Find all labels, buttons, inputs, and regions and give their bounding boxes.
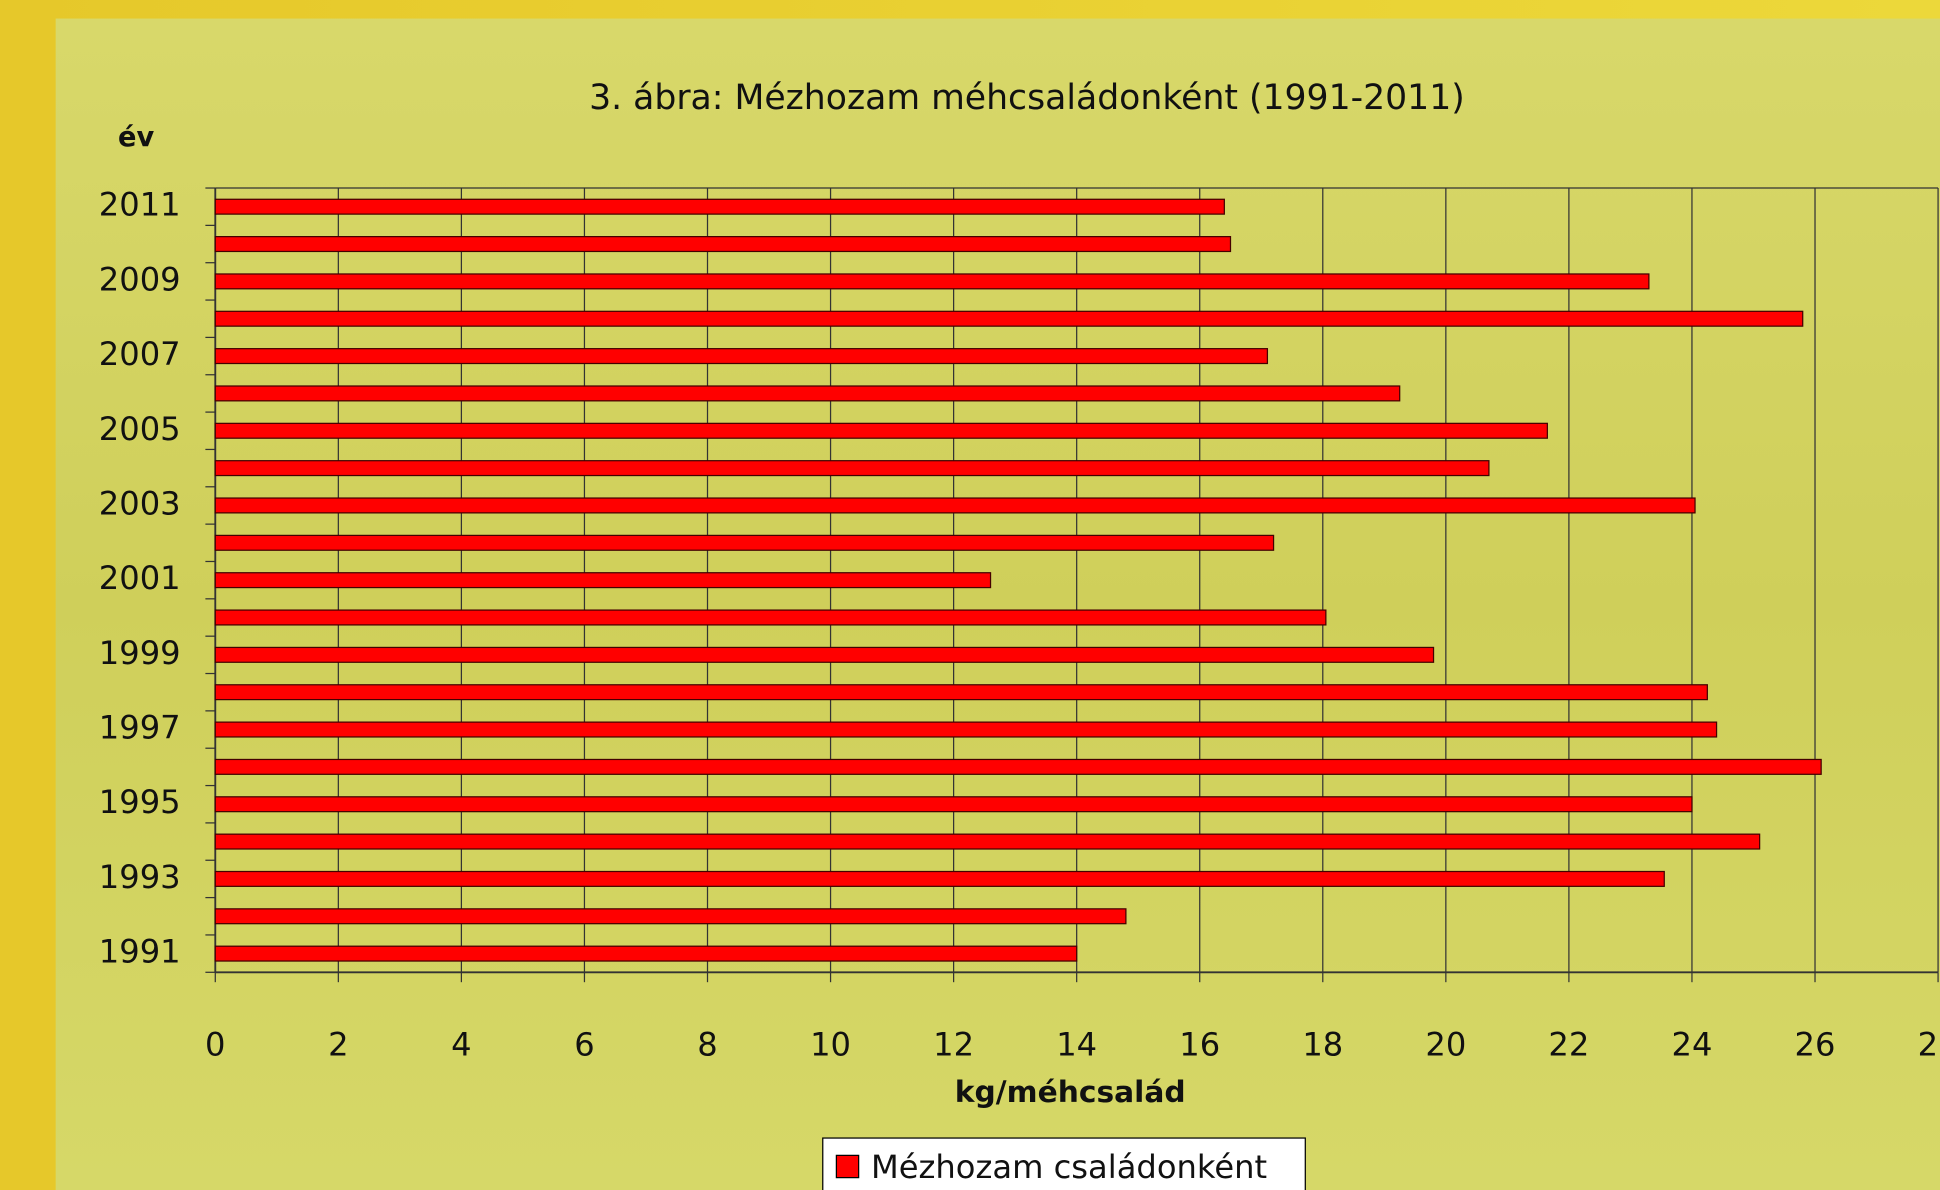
x-tick-label: 22 [1548, 1026, 1589, 1064]
chart-title: 3. ábra: Mézhozam méhcsaládonként (1991-… [589, 78, 1465, 118]
bar [215, 274, 1649, 289]
bar [215, 610, 1326, 625]
bar [215, 461, 1489, 476]
legend-label: Mézhozam családonként [871, 1148, 1267, 1186]
x-tick-label: 24 [1671, 1026, 1712, 1064]
bar [215, 909, 1126, 924]
y-tick-label: 1999 [99, 634, 181, 672]
y-tick-label: 2001 [99, 559, 181, 597]
chart: 3. ábra: Mézhozam méhcsaládonként (1991-… [0, 0, 1940, 1190]
bar [215, 647, 1433, 662]
x-tick-label: 18 [1302, 1026, 1343, 1064]
x-tick-label: 6 [574, 1026, 594, 1064]
bar [215, 722, 1716, 737]
bar [215, 872, 1664, 887]
bar [215, 946, 1076, 961]
x-tick-label: 4 [451, 1026, 471, 1064]
bar [215, 573, 990, 588]
bar [215, 498, 1695, 513]
bar [215, 199, 1224, 214]
bar [215, 237, 1230, 252]
y-tick-label: 1997 [99, 709, 181, 747]
y-tick-label: 1993 [99, 858, 181, 896]
y-tick-label: 1991 [99, 933, 181, 971]
x-tick-label: 28 [1918, 1026, 1940, 1064]
bar [215, 423, 1547, 438]
y-tick-label: 1995 [99, 783, 181, 821]
bar [215, 535, 1273, 550]
x-tick-label: 14 [1056, 1026, 1097, 1064]
x-tick-label: 8 [697, 1026, 717, 1064]
y-tick-label: 2003 [99, 484, 181, 522]
y-axis-label: év [118, 122, 154, 153]
y-tick-label: 2011 [99, 186, 181, 224]
x-tick-label: 10 [810, 1026, 851, 1064]
bar [215, 685, 1707, 700]
bar [215, 759, 1821, 774]
legend-swatch [836, 1155, 858, 1177]
bar [215, 386, 1399, 401]
x-tick-label: 0 [205, 1026, 225, 1064]
x-tick-label: 12 [933, 1026, 974, 1064]
bar [215, 311, 1802, 326]
y-tick-label: 2007 [99, 335, 181, 373]
x-tick-label: 16 [1179, 1026, 1220, 1064]
x-axis-label: kg/méhcsalád [955, 1075, 1186, 1110]
bar [215, 349, 1267, 364]
x-tick-label: 20 [1425, 1026, 1466, 1064]
y-tick-label: 2005 [99, 410, 181, 448]
x-tick-label: 26 [1795, 1026, 1836, 1064]
page: 3. ábra: Mézhozam méhcsaládonként (1991-… [0, 0, 1940, 1190]
bar [215, 834, 1759, 849]
y-tick-label: 2009 [99, 260, 181, 298]
bar [215, 797, 1692, 812]
x-tick-label: 2 [328, 1026, 348, 1064]
